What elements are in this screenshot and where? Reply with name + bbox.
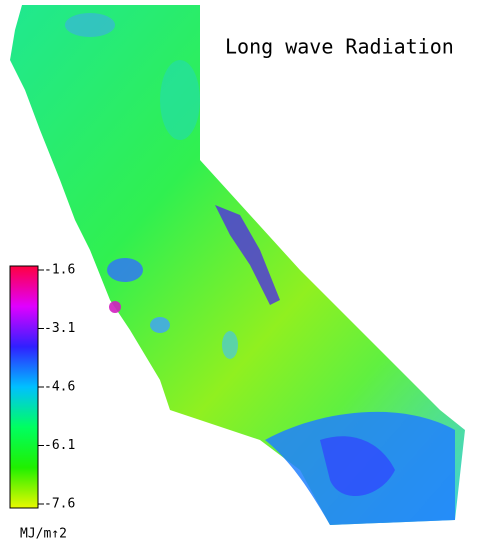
colorbar-unit: MJ/m↑2 (20, 527, 67, 542)
tick-label: -3.1 (44, 321, 75, 336)
tick-label: -1.6 (44, 263, 75, 278)
tick-label: -6.1 (44, 438, 75, 453)
tick-label: -4.6 (44, 380, 75, 395)
tick-label: -7.6 (44, 497, 75, 512)
colorbar (9, 265, 39, 509)
map-title: Long wave Radiation (225, 35, 454, 59)
california (10, 5, 465, 525)
